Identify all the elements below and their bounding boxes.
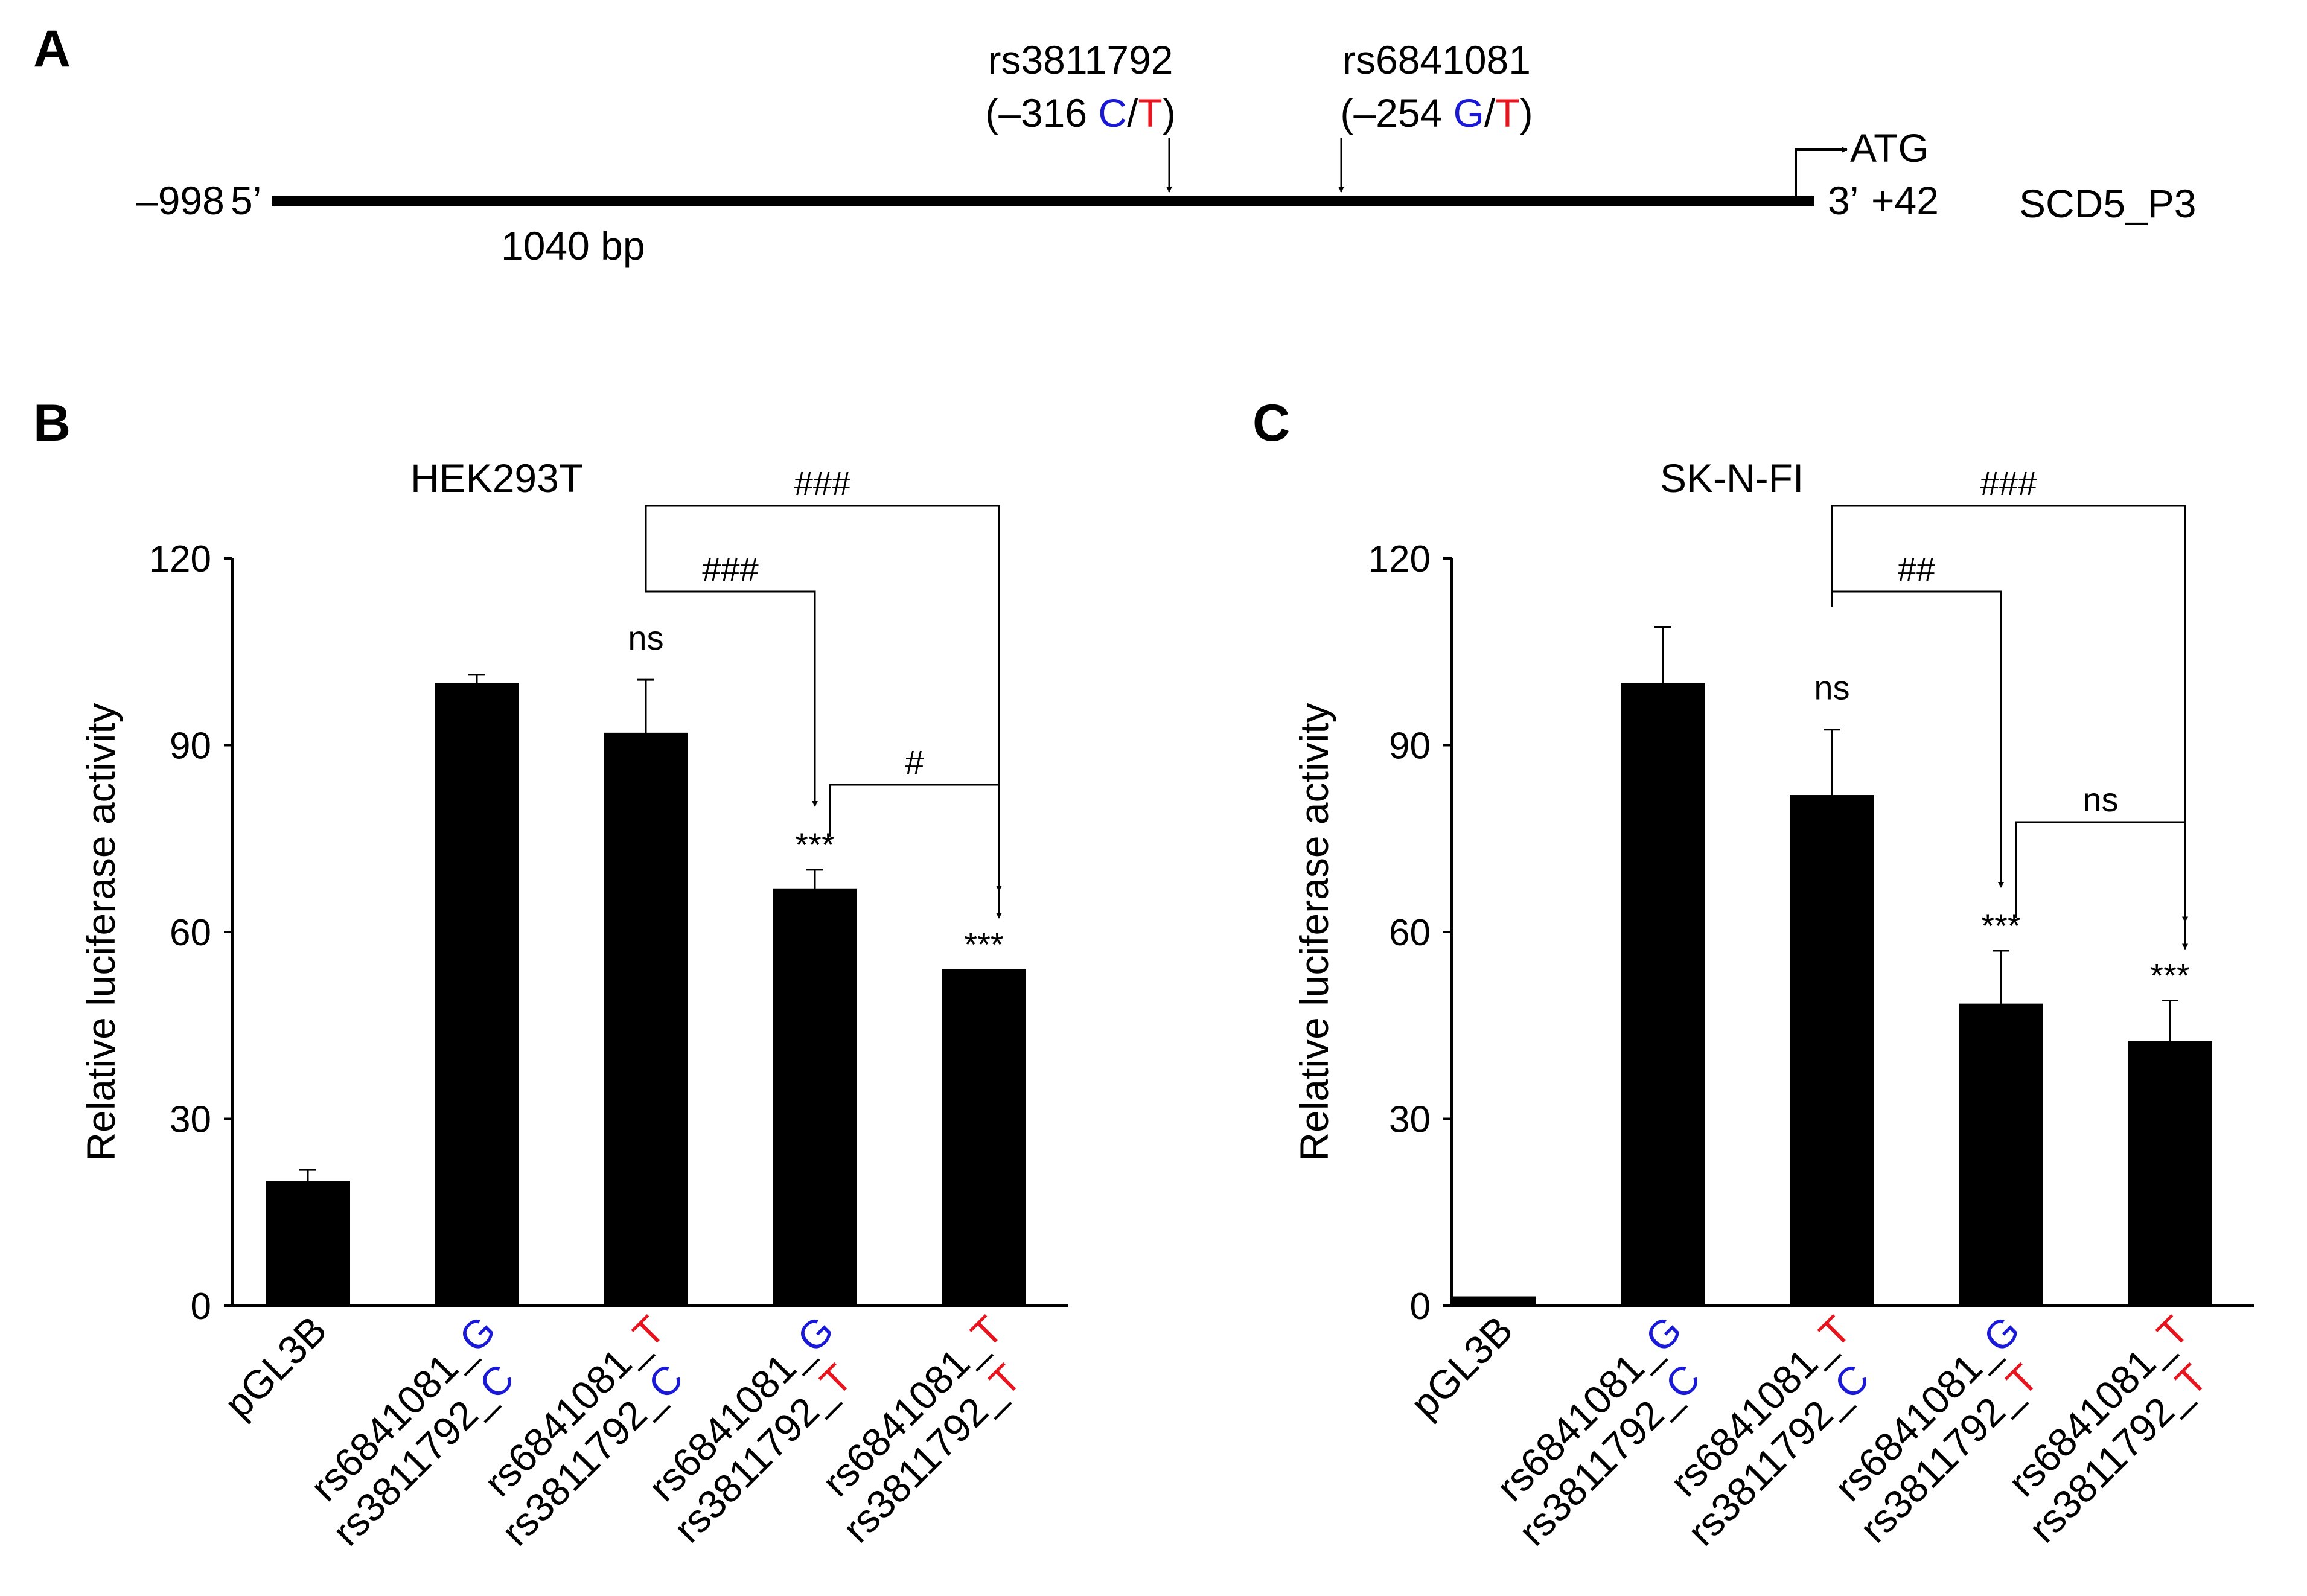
- y-axis-label: Relative luciferase activity: [78, 703, 123, 1161]
- bar: [942, 969, 1026, 1306]
- y-tick-label: 0: [1410, 1286, 1431, 1327]
- bar: [604, 732, 688, 1306]
- significance-marker: ***: [795, 826, 834, 864]
- promoter-length: 1040 bp: [501, 223, 645, 268]
- snp-rs6841081: rs6841081 (–254 G/T): [1338, 37, 1533, 193]
- panel-c-chart: C SK-N-FI Relative luciferase activity 0 30…: [1252, 394, 2254, 1554]
- significance-marker: ***: [1981, 907, 2020, 945]
- panel-letter-a: A: [33, 20, 71, 78]
- comparison-bracket: [645, 570, 818, 807]
- panel-b-chart: B HEK293T Relative luciferase activity 0 30…: [33, 394, 1068, 1554]
- y-tick-label: 120: [1368, 538, 1431, 580]
- chart-title: HEK293T: [410, 456, 583, 500]
- comparison-label: ###: [794, 464, 850, 502]
- comparison-label: #: [905, 743, 924, 781]
- y-tick-label: 90: [170, 726, 211, 767]
- comparison-bracket: [2015, 821, 2188, 923]
- construct-name: SCD5_P3: [2019, 181, 2197, 226]
- bar: [2128, 1041, 2212, 1306]
- bar: [1452, 1296, 1536, 1306]
- y-tick-label: 60: [1389, 912, 1431, 954]
- bar: [1621, 683, 1705, 1306]
- bar: [1790, 795, 1874, 1306]
- left-coordinate: –998: [136, 178, 225, 223]
- comparison-label: ns: [2082, 780, 2118, 819]
- y-axis-label: Relative luciferase activity: [1292, 703, 1336, 1161]
- y-tick-label: 60: [170, 912, 211, 954]
- snp-position: (–254 G/T): [1340, 91, 1533, 135]
- comparison-label: ##: [1898, 550, 1935, 588]
- bar: [266, 1181, 350, 1306]
- y-tick-label: 30: [1389, 1099, 1431, 1141]
- panel-letter-b: B: [33, 394, 71, 452]
- snp-position: (–316 C/T): [985, 91, 1175, 135]
- five-prime-end: 5’: [231, 178, 261, 223]
- comparison-bracket: [1831, 505, 2188, 950]
- comparison-bracket: [829, 784, 1002, 892]
- y-tick-label: 90: [1389, 726, 1431, 767]
- significance-marker: ns: [1814, 669, 1849, 707]
- snp-id: rs6841081: [1342, 37, 1531, 82]
- right-coordinate: +42: [1871, 178, 1939, 223]
- significance-marker: ***: [2150, 956, 2189, 994]
- x-tick-label: pGL3B: [215, 1307, 335, 1427]
- significance-marker: ns: [628, 619, 663, 657]
- bar: [435, 683, 519, 1306]
- start-codon-label: ATG: [1850, 126, 1929, 170]
- comparison-bracket: [645, 505, 1002, 919]
- y-tick-label: 120: [149, 538, 211, 580]
- snp-rs3811792: rs3811792 (–316 C/T): [985, 37, 1176, 193]
- y-tick-label: 0: [191, 1286, 211, 1327]
- comparison-label: ###: [702, 550, 758, 588]
- chart-title: SK-N-FI: [1660, 456, 1804, 500]
- three-prime-end: 3’: [1828, 178, 1859, 223]
- significance-marker: ***: [964, 925, 1003, 963]
- panel-letter-c: C: [1252, 394, 1290, 452]
- panel-a: A –998 5’ 3’ +42 1040 bp SCD5_P3 ATG rs3…: [33, 20, 2197, 268]
- bar: [773, 888, 857, 1306]
- y-tick-label: 30: [170, 1099, 211, 1141]
- x-label-line: pGL3B: [215, 1307, 335, 1427]
- comparison-label: ###: [1980, 464, 2037, 502]
- transcription-start-arrow-icon: [1795, 147, 1848, 196]
- snp-id: rs3811792: [988, 37, 1173, 82]
